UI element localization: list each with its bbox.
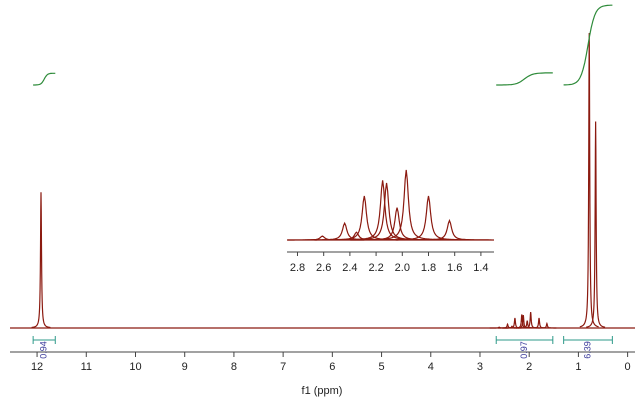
inset-tick-label: 1.4	[473, 262, 488, 274]
x-tick-label: 9	[182, 361, 188, 373]
x-tick-label: 0	[625, 361, 631, 373]
inset-tick-label: 2.2	[368, 262, 383, 274]
inset-tick-label: 1.6	[447, 262, 462, 274]
integral-label: 0.94	[39, 341, 49, 359]
x-tick-label: 11	[81, 361, 92, 373]
inset-tick-label: 2.4	[342, 262, 357, 274]
peak	[537, 321, 557, 329]
inset-peak	[407, 218, 492, 241]
x-tick-label: 3	[477, 361, 483, 373]
x-tick-label: 2	[526, 361, 532, 373]
integral-label: 6.39	[582, 341, 592, 359]
x-tick-label: 8	[231, 361, 237, 373]
integral-curve	[496, 72, 553, 86]
integral-curve	[563, 4, 613, 86]
x-tick-label: 4	[428, 361, 434, 373]
x-axis-label: f1 (ppm)	[302, 385, 343, 397]
peak	[31, 192, 51, 329]
inset-peak	[344, 182, 429, 241]
x-tick-label: 10	[129, 361, 141, 373]
inset-tick-label: 2.0	[395, 262, 410, 274]
integral-label: 0.97	[519, 341, 529, 359]
x-tick-label: 12	[31, 361, 43, 373]
x-tick-label: 6	[329, 361, 335, 373]
inset-peak	[386, 195, 471, 241]
inset-peak	[340, 180, 425, 241]
inset-tick-label: 1.8	[421, 262, 436, 274]
peak	[586, 121, 606, 328]
inset-tick-label: 2.6	[316, 262, 331, 274]
inset-tick-label: 2.8	[290, 262, 305, 274]
x-tick-label: 1	[575, 361, 581, 373]
integral-curve	[33, 72, 56, 86]
x-tick-label: 5	[378, 361, 384, 373]
peak	[579, 32, 599, 328]
x-tick-label: 7	[280, 361, 286, 373]
